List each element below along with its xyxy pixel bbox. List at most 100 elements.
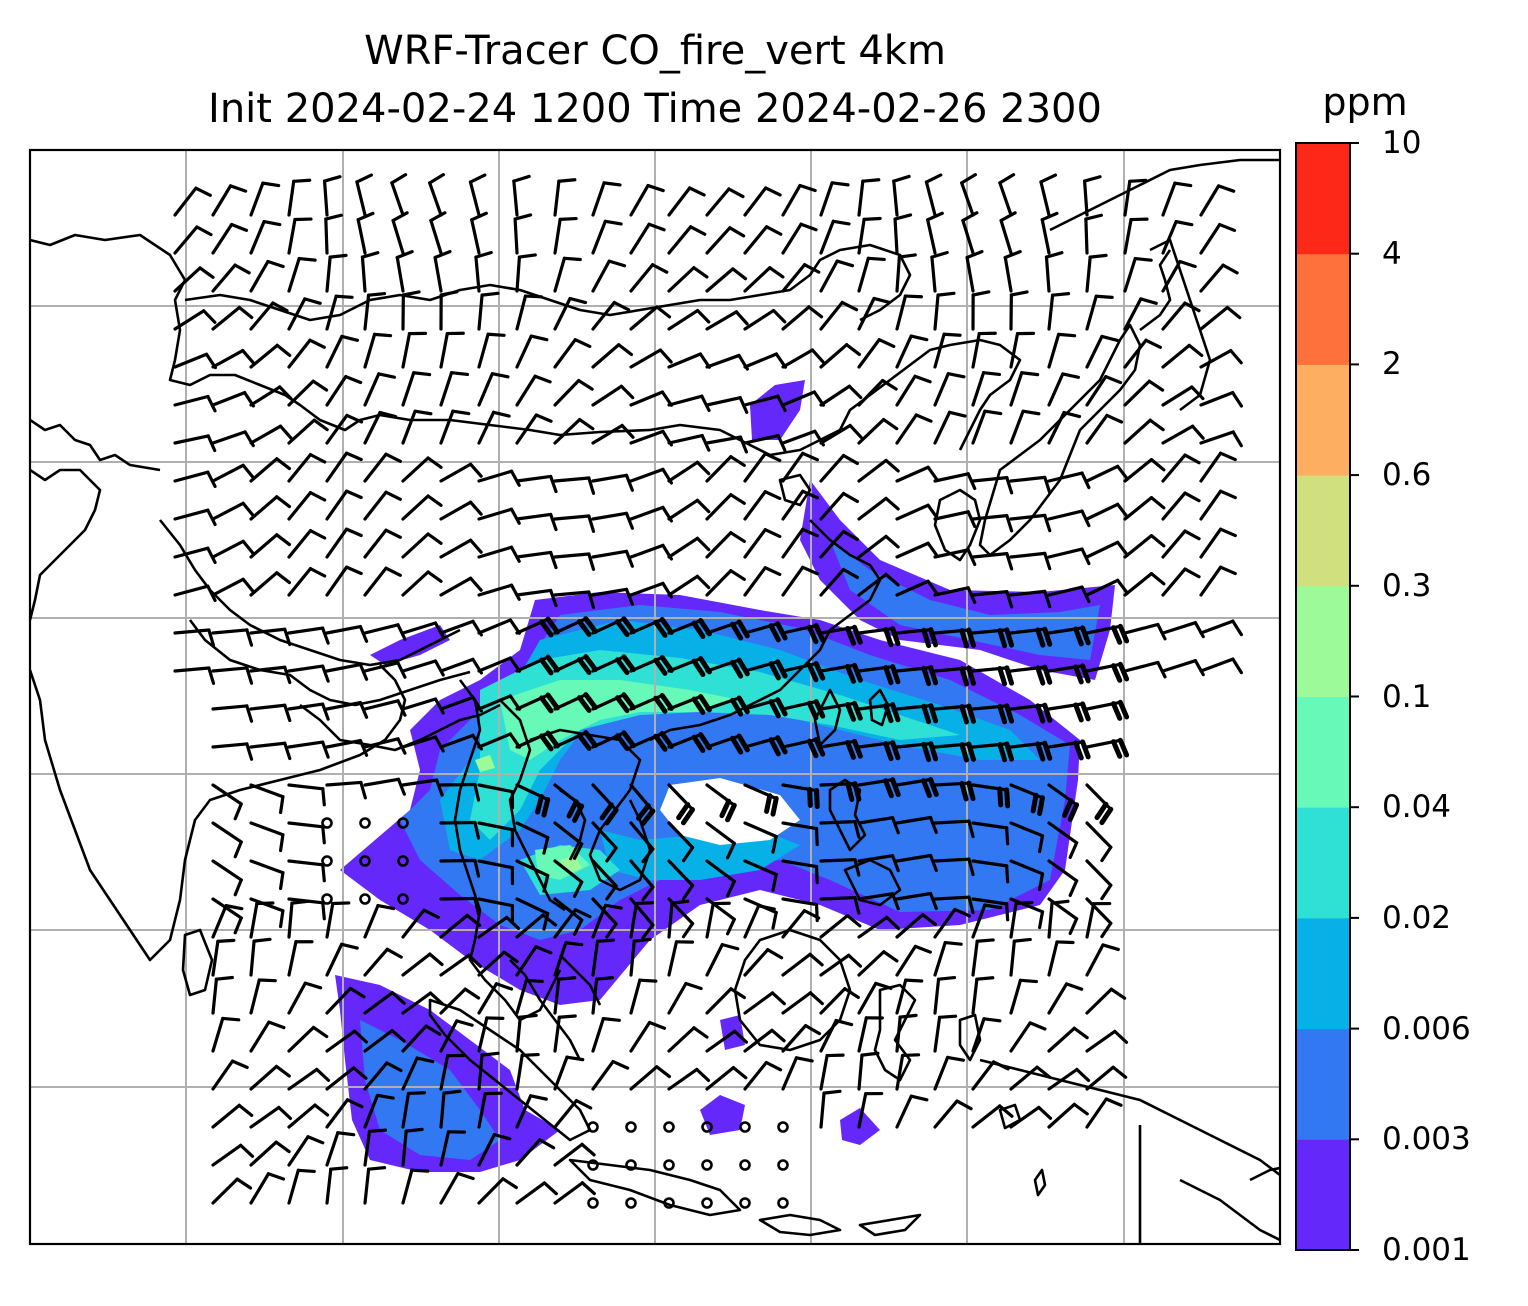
- wind-barb: [971, 821, 1010, 846]
- wind-barb: [705, 396, 749, 414]
- wind-barb: [363, 1028, 406, 1053]
- wind-barb: [895, 465, 940, 483]
- wind-barb: [287, 379, 329, 407]
- wind-barb: [553, 821, 584, 860]
- wind-barb: [401, 494, 443, 521]
- wind-barb: [173, 508, 217, 527]
- wind-calm-circle: [739, 1121, 751, 1133]
- wind-barb: [515, 730, 560, 752]
- wind-barb: [971, 976, 995, 1015]
- wind-barb: [1009, 1065, 1052, 1091]
- wind-barb: [591, 859, 618, 901]
- wind-barb: [1123, 660, 1167, 679]
- colorbar-tick-label: 2: [1382, 346, 1402, 383]
- wind-barb: [515, 654, 560, 676]
- colorbar-segment: [1296, 1139, 1350, 1251]
- wind-barb: [1085, 737, 1130, 759]
- wind-barb: [629, 859, 655, 902]
- wind-barb: [591, 259, 627, 293]
- wind-barb: [971, 627, 1015, 649]
- wind-barb: [781, 429, 825, 447]
- wind-barb: [629, 429, 673, 447]
- wind-barb: [211, 430, 255, 448]
- wind-barb: [553, 654, 598, 675]
- wind-barb: [1085, 943, 1120, 977]
- wind-barb: [705, 353, 749, 371]
- wind-barb: [667, 1067, 711, 1091]
- plume-level-3: [600, 830, 800, 880]
- wind-barb: [591, 1017, 621, 1053]
- wind-barb: [667, 940, 695, 977]
- wind-barb: [895, 294, 923, 331]
- wind-barb: [287, 567, 327, 597]
- wind-barb: [1085, 821, 1113, 863]
- wind-barb: [477, 1177, 518, 1205]
- wind-barb: [287, 1067, 331, 1091]
- wind-barb: [433, 249, 452, 293]
- wind-barb: [211, 1177, 253, 1205]
- wind-barb: [401, 331, 428, 369]
- wind-barb: [470, 211, 488, 255]
- colorbar-segment: [1296, 696, 1350, 808]
- wind-calm-circle: [777, 1159, 789, 1171]
- wind-barb: [895, 741, 939, 763]
- wind-barb: [781, 451, 819, 483]
- wind-barb: [857, 816, 900, 835]
- colorbar-segment: [1296, 475, 1350, 587]
- wind-barb: [819, 423, 863, 445]
- wind-barb: [363, 410, 398, 445]
- wind-barb: [1199, 184, 1236, 217]
- wind-barb: [428, 173, 445, 217]
- wind-barb: [1161, 259, 1197, 293]
- wind-barb: [743, 859, 778, 892]
- wind-barb: [895, 913, 938, 939]
- wind-barb: [895, 777, 939, 799]
- wind-barb: [781, 263, 821, 293]
- wind-barb: [553, 296, 588, 331]
- wind-barb: [249, 897, 285, 929]
- wind-barb: [895, 1094, 929, 1129]
- wind-barb: [705, 310, 749, 331]
- wind-barb: [391, 211, 409, 255]
- wind-barb: [363, 947, 403, 977]
- wind-barb: [857, 777, 901, 799]
- wind-barb: [781, 952, 824, 977]
- wind-barb: [591, 219, 623, 255]
- wind-barb: [1047, 547, 1091, 566]
- wind-barb: [401, 1056, 435, 1091]
- wind-barb: [629, 390, 674, 407]
- wind-barb: [287, 899, 310, 939]
- wind-barb: [819, 181, 850, 217]
- wind-barb: [933, 627, 976, 649]
- wind-barb: [857, 915, 901, 939]
- wind-barb: [591, 549, 634, 568]
- wind-barb: [553, 730, 598, 751]
- wind-barb: [401, 290, 421, 331]
- wind-barb: [325, 1029, 368, 1053]
- wind-barb: [1199, 305, 1242, 331]
- wind-barb: [781, 1024, 822, 1053]
- wind-barb: [173, 546, 217, 565]
- wind-barb: [249, 783, 285, 815]
- wind-barb: [553, 1142, 596, 1167]
- wind-barb: [629, 467, 673, 485]
- colorbar-segment: [1296, 143, 1350, 255]
- wind-barb: [515, 550, 558, 570]
- wind-barb: [591, 300, 631, 331]
- wind-barb: [173, 470, 217, 489]
- wind-barb: [1044, 251, 1064, 293]
- wind-barb: [211, 859, 243, 897]
- wind-barb: [249, 1105, 293, 1129]
- wind-barb: [515, 334, 549, 369]
- wind-barb: [363, 1166, 387, 1205]
- wind-barb: [249, 1064, 291, 1091]
- wind-barb: [743, 735, 788, 757]
- wind-barb: [893, 213, 913, 255]
- wind-barb: [324, 213, 343, 255]
- wind-barb: [857, 417, 899, 445]
- wind-barb: [1009, 371, 1040, 407]
- wind-barb: [401, 1024, 442, 1053]
- plume-level-6: [475, 755, 495, 772]
- wind-barb: [1085, 1097, 1123, 1129]
- wind-barb: [1161, 343, 1204, 369]
